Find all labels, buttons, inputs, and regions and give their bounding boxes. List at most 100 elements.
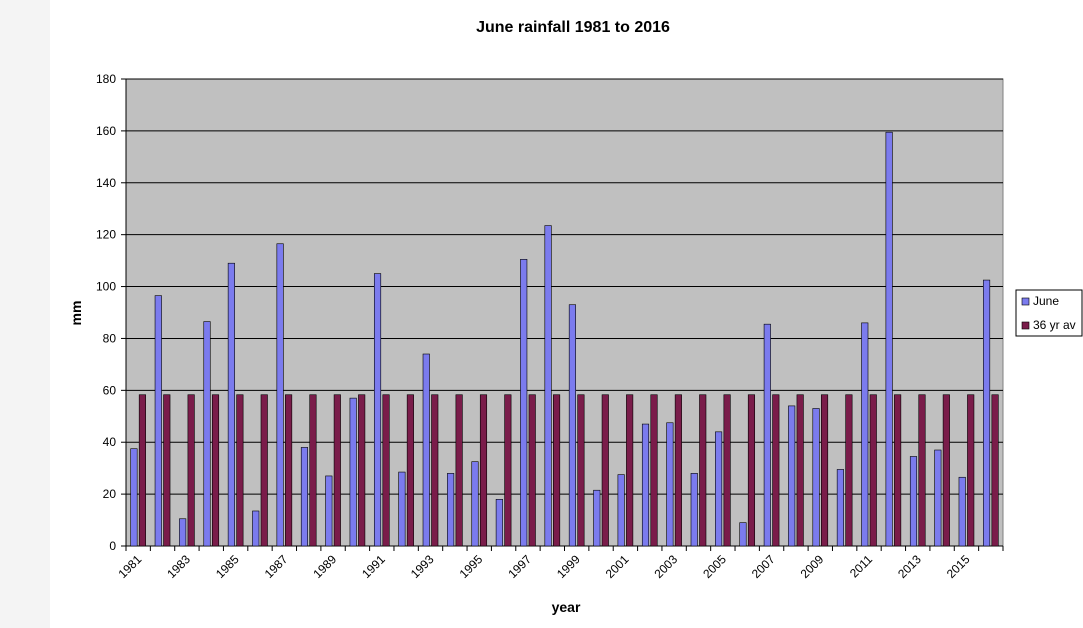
bar-average <box>577 394 585 547</box>
bar-june <box>861 322 869 547</box>
bar-average <box>723 394 731 547</box>
y-tick-label: 20 <box>103 487 117 501</box>
y-tick-label: 60 <box>103 383 117 397</box>
bar-average <box>601 394 609 547</box>
x-tick-label: 1993 <box>408 552 437 581</box>
x-tick-label: 1987 <box>262 552 291 581</box>
bar-june <box>763 323 771 547</box>
bar-average <box>309 394 317 547</box>
bar-june <box>568 304 576 547</box>
bar-june <box>422 353 430 547</box>
bar-june <box>544 225 552 547</box>
bar-average <box>358 394 366 547</box>
legend-swatch <box>1021 297 1030 306</box>
legend-label: 36 yr av <box>1033 318 1076 332</box>
bar-average <box>699 394 707 547</box>
bar-average <box>869 394 877 547</box>
bar-average <box>236 394 244 547</box>
bar-june <box>471 461 479 547</box>
bar-average <box>626 394 634 547</box>
bar-average <box>138 394 146 547</box>
y-tick-label: 120 <box>96 228 116 242</box>
legend-label: June <box>1033 294 1059 308</box>
bar-june <box>836 469 844 547</box>
y-tick-label: 180 <box>96 72 116 86</box>
bar-average <box>163 394 171 547</box>
left-margin-strip <box>0 0 50 628</box>
bar-average <box>894 394 902 547</box>
bar-average <box>333 394 341 547</box>
y-axis-label: mm <box>68 301 84 326</box>
bar-average <box>382 394 390 547</box>
bar-average <box>528 394 536 547</box>
bar-june <box>690 473 698 547</box>
bar-june <box>641 423 650 547</box>
bar-june <box>398 471 406 547</box>
x-tick-label: 2005 <box>700 552 729 581</box>
bar-june <box>934 449 942 547</box>
bar-june <box>203 321 211 547</box>
bar-june <box>788 405 796 547</box>
chart-title: June rainfall 1981 to 2016 <box>476 19 670 36</box>
bar-june <box>130 448 138 547</box>
bar-average <box>942 394 950 547</box>
x-tick-label: 1991 <box>359 552 388 581</box>
bar-june <box>373 273 382 547</box>
bar-average <box>650 394 658 547</box>
bar-june <box>179 518 187 547</box>
y-tick-label: 140 <box>96 176 116 190</box>
bar-june <box>276 243 284 547</box>
bar-june <box>739 522 747 547</box>
y-tick-label: 0 <box>109 539 116 553</box>
x-tick-label: 2015 <box>944 552 973 581</box>
x-axis-label: year <box>552 599 581 615</box>
plot-area: 0 20 40 60 80 100 120 140 160 180 1981 1983 1985 1987… <box>96 72 1004 581</box>
x-tick-label: 2011 <box>847 552 875 580</box>
bar-june <box>593 489 601 547</box>
bar-average <box>431 394 439 547</box>
bar-average <box>285 394 293 547</box>
bar-june <box>325 475 333 547</box>
bar-june <box>885 131 893 547</box>
bar-june <box>617 474 625 547</box>
bar-june <box>300 447 309 547</box>
x-tick-label: 2013 <box>895 552 924 581</box>
x-tick-label: 1999 <box>554 552 583 581</box>
bar-average <box>504 394 512 547</box>
bar-june <box>252 510 260 547</box>
bar-average <box>772 394 780 547</box>
bar-average <box>747 394 756 547</box>
y-tick-label: 100 <box>96 280 116 294</box>
bar-average <box>406 394 414 547</box>
x-tick-label: 1989 <box>310 552 339 581</box>
x-tick-label: 2001 <box>603 552 632 581</box>
x-tick-label: 1983 <box>164 552 193 581</box>
plot-background <box>125 78 1004 547</box>
x-tick-label: 1985 <box>213 552 242 581</box>
bar-june <box>983 279 991 547</box>
bar-june <box>520 259 528 547</box>
bar-average <box>967 394 975 547</box>
bar-average <box>918 394 926 547</box>
x-tick-label: 1981 <box>116 552 145 581</box>
bar-average <box>991 394 999 547</box>
x-tick-label: 2009 <box>798 552 827 581</box>
bar-june <box>715 431 723 547</box>
x-tick-label: 2007 <box>749 552 778 581</box>
bar-average <box>820 394 829 547</box>
y-tick-label: 160 <box>96 124 116 138</box>
bar-average <box>796 394 804 547</box>
bar-average <box>455 394 463 547</box>
legend-swatch <box>1021 321 1030 330</box>
bar-june <box>666 422 674 547</box>
bar-average <box>674 394 682 547</box>
legend: June 36 yr av <box>1015 289 1083 337</box>
x-tick-label: 1995 <box>457 552 486 581</box>
bar-average <box>260 394 268 547</box>
bar-june <box>349 397 357 547</box>
bar-june <box>958 476 966 547</box>
x-tick-label: 2003 <box>651 552 680 581</box>
bar-june <box>495 498 503 547</box>
bar-average <box>845 394 853 547</box>
